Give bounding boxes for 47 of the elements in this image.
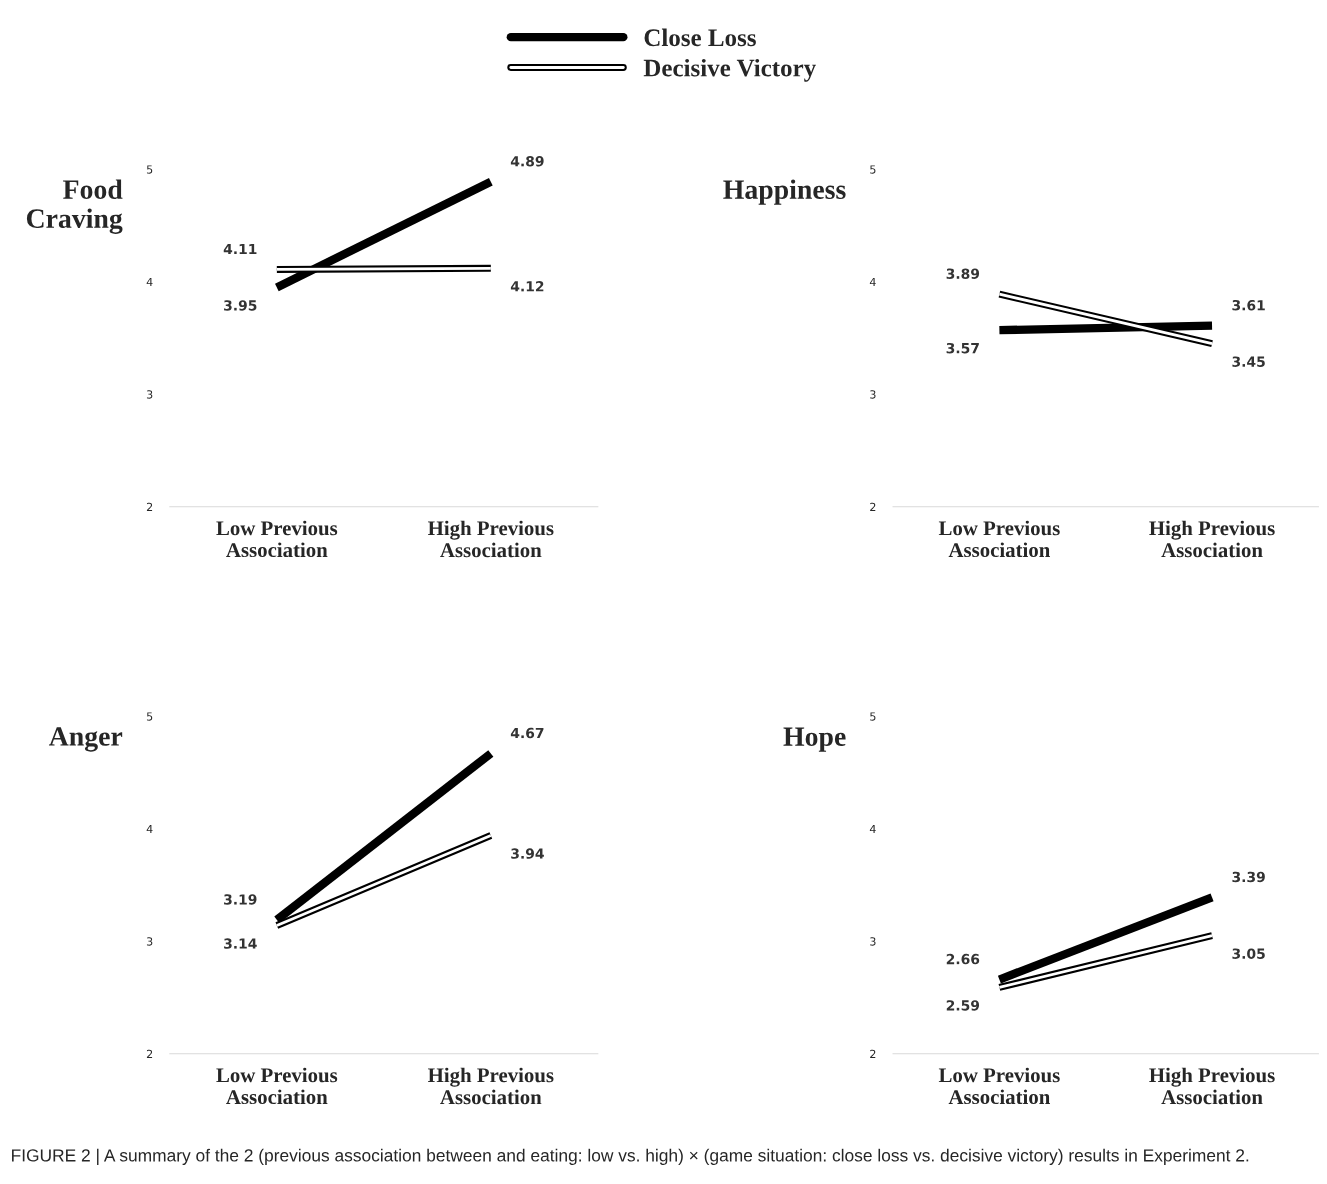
data-label: 3.05 xyxy=(1232,948,1265,959)
data-label: 4.12 xyxy=(510,281,544,292)
y-tick-label: 3 xyxy=(870,390,876,399)
x-tick-label: High Previous Association xyxy=(1149,1067,1275,1105)
chart-title: Hope xyxy=(783,727,846,752)
x-tick-label: High Previous Association xyxy=(427,1067,554,1105)
data-label: 2.59 xyxy=(946,1000,980,1011)
y-tick-label: 4 xyxy=(146,277,153,287)
caption: FIGURE 2 | A summary of the 2 (previous association between and eating: low vs. high) × (game situation: close loss vs. decisive victory) results in Experiment 2. xyxy=(12,1148,1249,1166)
y-tick-label: 5 xyxy=(146,165,153,174)
data-label: 3.14 xyxy=(224,938,257,949)
y-tick-label: 5 xyxy=(870,712,876,721)
data-label: 3.94 xyxy=(511,848,544,859)
data-label: 3.45 xyxy=(1232,356,1265,367)
text: Food Craving xyxy=(26,179,123,234)
x-tick-label: Low Previous Association xyxy=(216,1067,338,1105)
y-tick-label: 3 xyxy=(146,937,153,946)
x-tick-label: Low Previous Association xyxy=(938,1067,1060,1105)
x-tick-label: Low Previous Association xyxy=(938,520,1060,558)
y-tick-label: 3 xyxy=(870,937,876,946)
data-label: 4.67 xyxy=(510,727,544,739)
legend-label: Decisive Victory xyxy=(643,58,816,82)
data-label: 3.57 xyxy=(946,342,979,354)
legend-label: Close Loss xyxy=(644,28,756,47)
data-label: 4.11 xyxy=(223,243,257,255)
y-tick-label: 2 xyxy=(146,502,153,511)
data-label: 4.89 xyxy=(510,155,544,167)
chart-title: Anger xyxy=(49,727,123,752)
y-tick-label: 4 xyxy=(146,824,153,834)
chart-title: Happiness xyxy=(723,179,846,205)
data-label: 3.95 xyxy=(224,300,257,311)
y-tick-label: 2 xyxy=(146,1049,153,1058)
y-tick-label: 2 xyxy=(870,1049,876,1058)
x-tick-label: Low Previous Association xyxy=(216,520,338,558)
y-tick-label: 3 xyxy=(146,390,153,399)
y-tick-label: 4 xyxy=(869,277,876,287)
data-label: 2.66 xyxy=(946,953,980,965)
data-label: 3.19 xyxy=(224,894,257,905)
y-tick-label: 5 xyxy=(870,165,876,174)
data-label: 3.39 xyxy=(1232,871,1265,883)
y-tick-label: 2 xyxy=(870,502,876,511)
x-tick-label: High Previous Association xyxy=(1149,520,1275,558)
data-label: 3.89 xyxy=(946,268,980,279)
data-label: 3.61 xyxy=(1232,299,1265,311)
y-tick-label: 5 xyxy=(146,712,153,721)
x-tick-label: High Previous Association xyxy=(427,520,554,558)
y-tick-label: 4 xyxy=(869,824,876,834)
